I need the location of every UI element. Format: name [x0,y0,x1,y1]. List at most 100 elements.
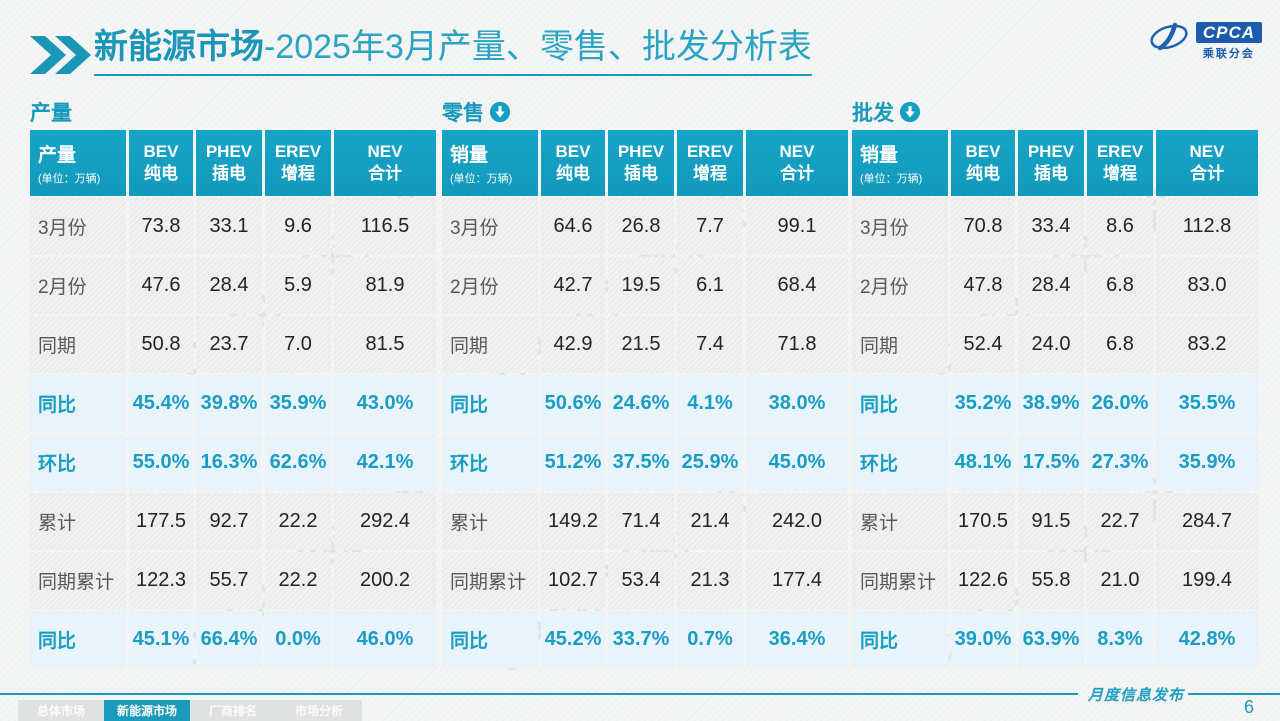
table-row: 同比 39.0% 63.9% 8.3% 42.8% [852,611,1258,668]
page-number: 6 [1244,697,1255,717]
table-row: 同期 52.4 24.0 6.8 83.2 [852,316,1258,373]
cell-value: 28.4 [1018,257,1084,314]
cell-value: 33.1 [196,198,262,255]
column-header: BEV 纯电 [129,130,193,196]
cell-value: 26.0% [1087,375,1153,432]
cell-value: 21.3 [677,552,743,609]
nav-tab[interactable]: 总体市场 [36,704,85,718]
cell-value: 35.2% [951,375,1015,432]
table-row: 累计 177.5 92.7 22.2 292.4 [30,493,436,550]
row-label: 同期累计 [442,552,538,609]
cell-value: 242.0 [746,493,848,550]
cell-value: 38.0% [746,375,848,432]
cell-value: 25.9% [677,434,743,491]
cell-value: 39.0% [951,611,1015,668]
cell-value: 46.0% [334,611,436,668]
table-row: 2月份 47.6 28.4 5.9 81.9 [30,257,436,314]
table-corner-cell: 产量 (单位：万辆) [30,130,126,196]
cell-value: 7.4 [677,316,743,373]
row-label: 2月份 [852,257,948,314]
row-label: 累计 [30,493,126,550]
row-label: 2月份 [442,257,538,314]
nav-tab[interactable]: 新能源市场 [104,700,190,721]
cpca-swoosh-icon [1146,20,1192,63]
cell-value: 55.0% [129,434,193,491]
section-title-production: 产量 [30,102,72,125]
cell-value: 55.8 [1018,552,1084,609]
page-title-bold: 新能源市场 [94,28,264,66]
cell-value: 6.8 [1087,257,1153,314]
cell-value: 122.6 [951,552,1015,609]
nav-tab[interactable]: 厂商排名 [208,704,257,718]
row-label: 累计 [852,493,948,550]
row-label: 同期 [442,316,538,373]
cell-value: 92.7 [196,493,262,550]
footer-note: 月度信息发布 [1087,686,1184,704]
cell-value: 43.0% [334,375,436,432]
table-row: 同期 42.9 21.5 7.4 71.8 [442,316,848,373]
row-label: 同比 [852,611,948,668]
cpca-logo: CPCA 乘联分会 [1146,20,1262,63]
table-row: 3月份 64.6 26.8 7.7 99.1 [442,198,848,255]
cell-value: 71.4 [608,493,674,550]
table-row: 同比 35.2% 38.9% 26.0% 35.5% [852,375,1258,432]
column-header: PHEV 插电 [608,130,674,196]
cell-value: 47.6 [129,257,193,314]
table-header-row: 销量 (单位：万辆) BEV 纯电 PHEV 插电 EREV 增程 NEV 合计 [442,130,848,196]
cell-value: 16.3% [196,434,262,491]
cell-value: 68.4 [746,257,848,314]
cell-value: 52.4 [951,316,1015,373]
cell-value: 70.8 [951,198,1015,255]
cell-value: 53.4 [608,552,674,609]
cell-value: 81.9 [334,257,436,314]
cpca-logo-subtitle: 乘联分会 [1202,48,1255,60]
download-arrow-icon [899,101,921,123]
row-label: 同期 [30,316,126,373]
cell-value: 51.2% [541,434,605,491]
column-header: EREV 增程 [677,130,743,196]
page-title-rest: -2025年3月产量、零售、批发分析表 [264,28,812,66]
double-chevron-icon [30,36,92,79]
cpca-logo-name: CPCA [1195,22,1262,43]
cell-value: 21.5 [608,316,674,373]
row-label: 3月份 [442,198,538,255]
cell-value: 170.5 [951,493,1015,550]
cell-value: 6.8 [1087,316,1153,373]
table-header-row: 产量 (单位：万辆) BEV 纯电 PHEV 插电 EREV 增程 NEV 合计 [30,130,436,196]
cell-value: 45.1% [129,611,193,668]
row-label: 同比 [442,611,538,668]
cell-value: 42.8% [1156,611,1258,668]
cell-value: 22.2 [265,552,331,609]
cell-value: 116.5 [334,198,436,255]
table-row: 环比 51.2% 37.5% 25.9% 45.0% [442,434,848,491]
cell-value: 83.0 [1156,257,1258,314]
cell-value: 55.7 [196,552,262,609]
cell-value: 7.0 [265,316,331,373]
cell-value: 24.6% [608,375,674,432]
table-row: 累计 149.2 71.4 21.4 242.0 [442,493,848,550]
cell-value: 73.8 [129,198,193,255]
section-title-retail: 零售 [442,102,484,125]
cell-value: 112.8 [1156,198,1258,255]
cell-value: 36.4% [746,611,848,668]
cell-value: 71.8 [746,316,848,373]
cell-value: 122.3 [129,552,193,609]
wholesale-table-section: 批发 销量 (单位：万辆) BEV 纯电 PHEV 插电 EREV 增程 NEV 合计 3月份… [852,98,1258,668]
table-row: 同比 45.1% 66.4% 0.0% 46.0% [30,611,436,668]
nav-tab[interactable]: 市场分析 [294,704,343,718]
row-label: 同比 [30,611,126,668]
table-corner-cell: 销量 (单位：万辆) [852,130,948,196]
cell-value: 9.6 [265,198,331,255]
table-row: 3月份 70.8 33.4 8.6 112.8 [852,198,1258,255]
row-label: 3月份 [852,198,948,255]
table-row: 2月份 47.8 28.4 6.8 83.0 [852,257,1258,314]
cell-value: 45.0% [746,434,848,491]
cell-value: 17.5% [1018,434,1084,491]
section-title-wholesale: 批发 [852,102,894,125]
cell-value: 0.7% [677,611,743,668]
cell-value: 24.0 [1018,316,1084,373]
cell-value: 22.2 [265,493,331,550]
table-row: 同比 50.6% 24.6% 4.1% 38.0% [442,375,848,432]
cell-value: 102.7 [541,552,605,609]
column-header: BEV 纯电 [951,130,1015,196]
